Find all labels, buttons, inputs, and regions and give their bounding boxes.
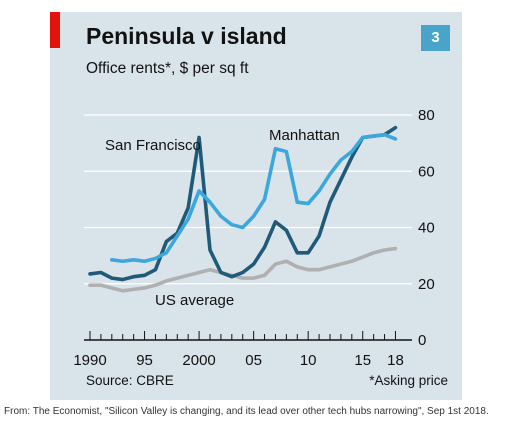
chart-title: Peninsula v island	[86, 23, 287, 49]
series-line-us-average	[88, 246, 398, 293]
x-tick-label: 1990	[73, 352, 106, 369]
x-axis	[84, 331, 412, 341]
chart-figure: Peninsula v island Office rents*, $ per …	[50, 12, 462, 400]
y-tick-label: 80	[418, 107, 435, 124]
chart-number-badge: 3	[421, 25, 450, 51]
series-line-manhattan	[110, 132, 398, 264]
series-label-san-francisco: San Francisco	[105, 137, 201, 154]
x-tick-label: 2000	[182, 352, 215, 369]
y-tick-label: 40	[418, 220, 435, 237]
accent-tag	[50, 12, 60, 48]
chart-subtitle: Office rents*, $ per sq ft	[86, 60, 249, 77]
series-lines	[88, 125, 398, 293]
series-label-manhattan: Manhattan	[269, 127, 340, 144]
gridlines	[84, 114, 412, 285]
y-tick-label: 0	[418, 332, 426, 349]
image-credit: From: The Economist, "Silicon Valley is …	[4, 406, 489, 417]
chart-footnote: *Asking price	[369, 373, 448, 388]
x-tick-label: 95	[136, 352, 153, 369]
y-tick-label: 60	[418, 163, 435, 180]
series-line-san-francisco	[88, 125, 398, 282]
x-tick-label: 10	[300, 352, 317, 369]
chart-source: Source: CBRE	[86, 373, 174, 388]
y-tick-label: 20	[418, 276, 435, 293]
x-tick-label: 18	[387, 352, 404, 369]
x-tick-label: 15	[354, 352, 371, 369]
series-label-us-average: US average	[155, 292, 234, 309]
chart-plot: 0 20 40 60 80 1990 95 2000 05 10 15 18 San Francisc…	[73, 107, 434, 369]
x-tick-label: 05	[245, 352, 262, 369]
tick-labels: 0 20 40 60 80 1990 95 2000 05 10 15 18	[73, 107, 434, 369]
